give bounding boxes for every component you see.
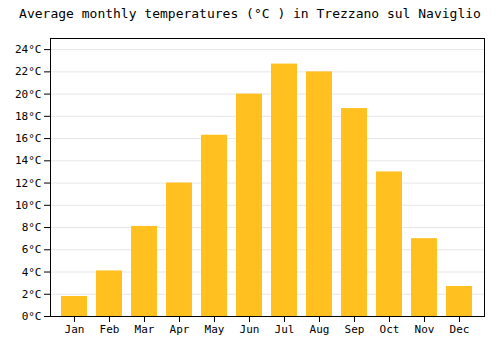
svg-text:Feb: Feb <box>100 323 120 336</box>
svg-text:Jan: Jan <box>65 323 85 336</box>
svg-text:8°C: 8°C <box>22 221 42 234</box>
svg-text:Oct: Oct <box>380 323 400 336</box>
svg-text:4°C: 4°C <box>22 266 42 279</box>
svg-text:14°C: 14°C <box>15 154 42 167</box>
svg-text:24°C: 24°C <box>15 43 42 56</box>
svg-text:16°C: 16°C <box>15 132 42 145</box>
svg-text:Mar: Mar <box>135 323 155 336</box>
svg-text:10°C: 10°C <box>15 199 42 212</box>
svg-text:20°C: 20°C <box>15 88 42 101</box>
svg-text:2°C: 2°C <box>22 288 42 301</box>
svg-text:Nov: Nov <box>415 323 435 336</box>
svg-text:6°C: 6°C <box>22 243 42 256</box>
svg-text:Jul: Jul <box>275 323 295 336</box>
svg-text:12°C: 12°C <box>15 177 42 190</box>
svg-text:Aug: Aug <box>310 323 330 336</box>
svg-text:22°C: 22°C <box>15 65 42 78</box>
svg-text:Sep: Sep <box>345 323 365 336</box>
svg-text:Apr: Apr <box>170 323 190 336</box>
svg-text:18°C: 18°C <box>15 110 42 123</box>
svg-text:0°C: 0°C <box>22 310 42 323</box>
html-text:Average monthly temperatures (: Average monthly temperatures (°C ) in Tr… <box>19 6 481 21</box>
svg-text:Dec: Dec <box>450 323 470 336</box>
svg-text:Jun: Jun <box>240 323 260 336</box>
svg-text:May: May <box>205 323 225 336</box>
